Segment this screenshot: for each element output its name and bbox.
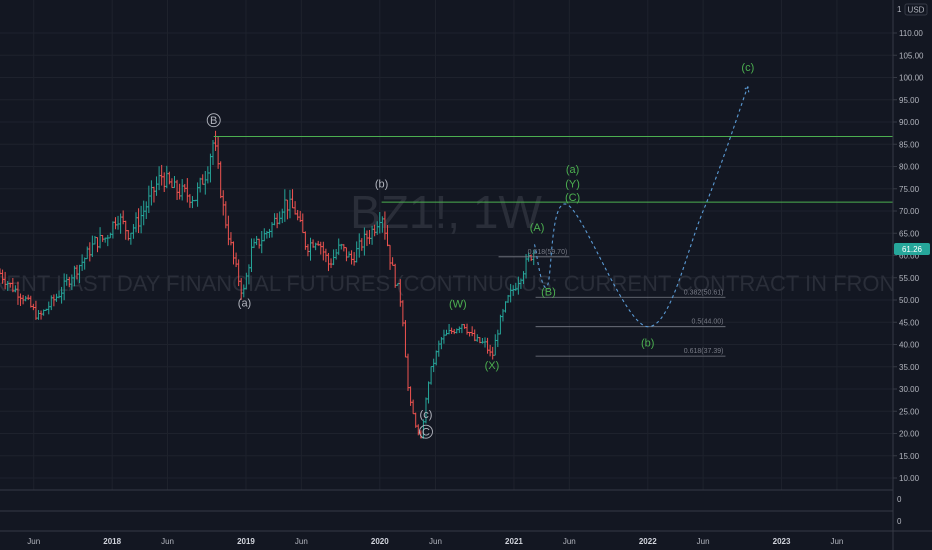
wave-circle <box>206 113 221 128</box>
wave-label: (b) <box>641 338 654 350</box>
projection-curve <box>533 86 749 328</box>
wave-label-text: (c) <box>741 62 754 74</box>
time-axis[interactable]: Jun 2018 Jun 2019 Jun 2020 Jun 2021 Jun 2022 Jun 20… <box>27 537 843 546</box>
watermark-symbol: BZ1!, 1W <box>350 186 542 238</box>
wave-label: (a) <box>238 298 251 310</box>
y-tick-label: 85.00 <box>899 140 920 149</box>
wave-label-text: (W) <box>449 299 467 311</box>
y-tick-label: 75.00 <box>899 185 920 194</box>
y-tick-label: 65.00 <box>899 229 920 238</box>
wave-label: (B) <box>541 287 556 299</box>
y-tick-label: 35.00 <box>899 363 920 372</box>
projection-path[interactable] <box>533 85 750 328</box>
x-tick-label: Jun <box>161 537 174 546</box>
fibonacci-levels[interactable]: 0.618(59.70) 0.382(50.61) 0.5(44.00) 0.618(… <box>498 249 726 357</box>
wave-label-text: (b) <box>641 338 654 350</box>
y-tick-label: 80.00 <box>899 163 920 172</box>
wave-label: (W) <box>449 299 467 311</box>
y-tick-label: 25.00 <box>899 407 920 416</box>
y-tick-label: 20.00 <box>899 430 920 439</box>
wave-label: (b) <box>375 178 388 190</box>
wave-label-text: C <box>422 427 430 439</box>
x-tick-label: Jun <box>429 537 442 546</box>
currency-label: USD <box>908 6 925 15</box>
last-price-badge <box>894 243 930 255</box>
y-tick-label: 50.00 <box>899 296 920 305</box>
x-tick-label: 2020 <box>371 537 389 546</box>
price-axis[interactable] <box>893 0 932 550</box>
wave-circle <box>419 424 433 439</box>
x-tick-label: Jun <box>27 537 40 546</box>
wave-label-text: (b) <box>375 178 388 190</box>
wave-label: (A) <box>530 222 545 234</box>
grid <box>0 0 893 490</box>
y-tick-label: 40.00 <box>899 341 920 350</box>
wave-label-text: (A) <box>530 222 545 234</box>
y-tick-label: 105.00 <box>899 51 924 60</box>
y-tick-label: 55.00 <box>899 274 920 283</box>
y-tick-label: 70.00 <box>899 207 920 216</box>
x-tick-label: Jun <box>563 537 576 546</box>
y-tick-label: 15.00 <box>899 452 920 461</box>
last-price-label: 61.26 <box>902 245 923 254</box>
price-bars <box>0 130 536 439</box>
y-tick-label: 95.00 <box>899 96 920 105</box>
y-tick-label: 10.00 <box>899 474 920 483</box>
wave-label-text: (c) <box>420 409 433 421</box>
wave-label: (Y) <box>565 178 580 190</box>
wave-label-text: (a) <box>566 164 579 176</box>
wave-label: (a) <box>566 164 579 176</box>
x-tick-label: 2018 <box>103 537 121 546</box>
price-axis-ticks: 10.00 15.00 20.00 25.00 30.00 35.00 40.00 45.00… <box>893 29 924 483</box>
y-tick-label: 100.00 <box>899 74 924 83</box>
wave-label: B <box>206 113 221 128</box>
sub-pane-tick: 0 <box>897 495 902 504</box>
wave-label-text: B <box>210 115 217 127</box>
wave-label-text: (C) <box>565 192 580 204</box>
fib-label: 0.5(44.00) <box>692 319 724 326</box>
wave-label-text: (B) <box>541 287 556 299</box>
symbol-watermark: BZ1!, 1W BRENT LAST DAY FINANCIAL FUTURE… <box>0 186 916 296</box>
scale-mode-label[interactable]: 1 <box>897 5 902 14</box>
wave-labels[interactable]: B (a) (b) (c) C (W) (X) (A) (B) (a) (Y) (C) (b) (c) <box>206 62 754 439</box>
x-tick-label: 2019 <box>237 537 255 546</box>
x-tick-label: Jun <box>830 537 843 546</box>
wave-label: C <box>419 424 433 439</box>
watermark-description: BRENT LAST DAY FINANCIAL FUTURES (CONTIN… <box>0 271 916 296</box>
x-tick-label: Jun <box>697 537 710 546</box>
y-tick-label: 110.00 <box>899 29 923 38</box>
fib-label: 0.618(59.70) <box>528 249 568 256</box>
y-tick-label: 60.00 <box>899 252 920 261</box>
y-tick-label: 45.00 <box>899 318 920 327</box>
y-tick-label: 90.00 <box>899 118 920 127</box>
ohlc-bar <box>532 249 536 266</box>
fib-label: 0.382(50.61) <box>684 289 724 296</box>
sub-pane-tick: 0 <box>897 517 902 526</box>
x-tick-label: Jun <box>295 537 308 546</box>
wave-label: (X) <box>485 360 500 372</box>
wave-label: (c) <box>420 409 433 421</box>
projection-arrowhead <box>742 85 750 93</box>
wave-label-text: (a) <box>238 298 251 310</box>
currency-box[interactable] <box>904 3 928 16</box>
x-tick-label: 2021 <box>505 537 523 546</box>
x-tick-label: 2023 <box>773 537 791 546</box>
wave-label-text: (X) <box>485 360 500 372</box>
y-tick-label: 30.00 <box>899 385 920 394</box>
wave-label-text: (Y) <box>565 178 580 190</box>
x-tick-label: 2022 <box>639 537 657 546</box>
wave-label: (C) <box>565 192 580 204</box>
fib-label: 0.618(37.39) <box>684 348 724 355</box>
wave-label: (c) <box>741 62 754 74</box>
horizontal-levels[interactable] <box>213 136 893 203</box>
